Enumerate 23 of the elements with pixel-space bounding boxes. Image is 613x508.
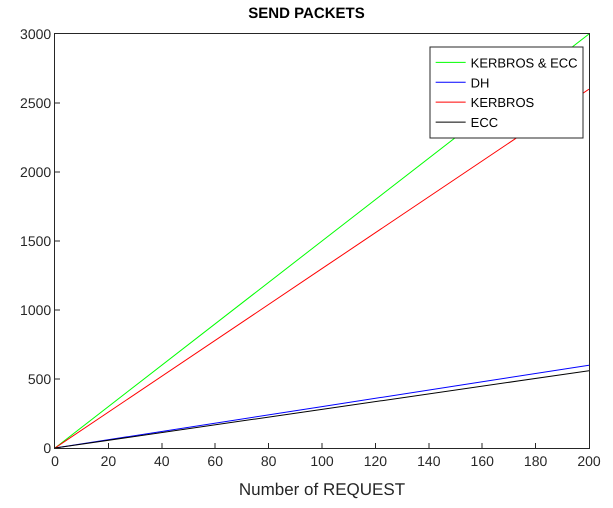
x-tick-label: 20	[100, 452, 116, 469]
x-tick-label: 120	[364, 452, 388, 469]
y-tick-label: 2000	[20, 164, 52, 180]
y-tick-label: 1500	[20, 232, 52, 249]
y-tick-label: 2500	[20, 94, 52, 111]
x-tick-label: 60	[207, 452, 224, 469]
legend-label: KERBROS & ECC	[470, 55, 578, 70]
y-tick-label: 1000	[20, 302, 52, 318]
legend-label: KERBROS	[470, 95, 535, 110]
y-tick-label: 500	[28, 370, 52, 387]
x-tick-label: 140	[417, 452, 441, 469]
y-tick-label: 3000	[20, 26, 52, 42]
legend-label: ECC	[470, 115, 498, 130]
legend-label: DH	[470, 75, 490, 90]
x-tick-label: 100	[310, 452, 334, 469]
x-axis-title: Number of REQUEST	[238, 480, 406, 500]
y-tick-label: 0	[43, 440, 52, 456]
chart-title: SEND PACKETS	[248, 5, 365, 22]
x-tick-label: 40	[154, 452, 170, 469]
x-tick-label: 160	[470, 452, 494, 469]
x-tick-label: 200	[577, 452, 601, 469]
x-tick-label: 180	[524, 452, 548, 469]
x-tick-label: 80	[260, 452, 277, 469]
